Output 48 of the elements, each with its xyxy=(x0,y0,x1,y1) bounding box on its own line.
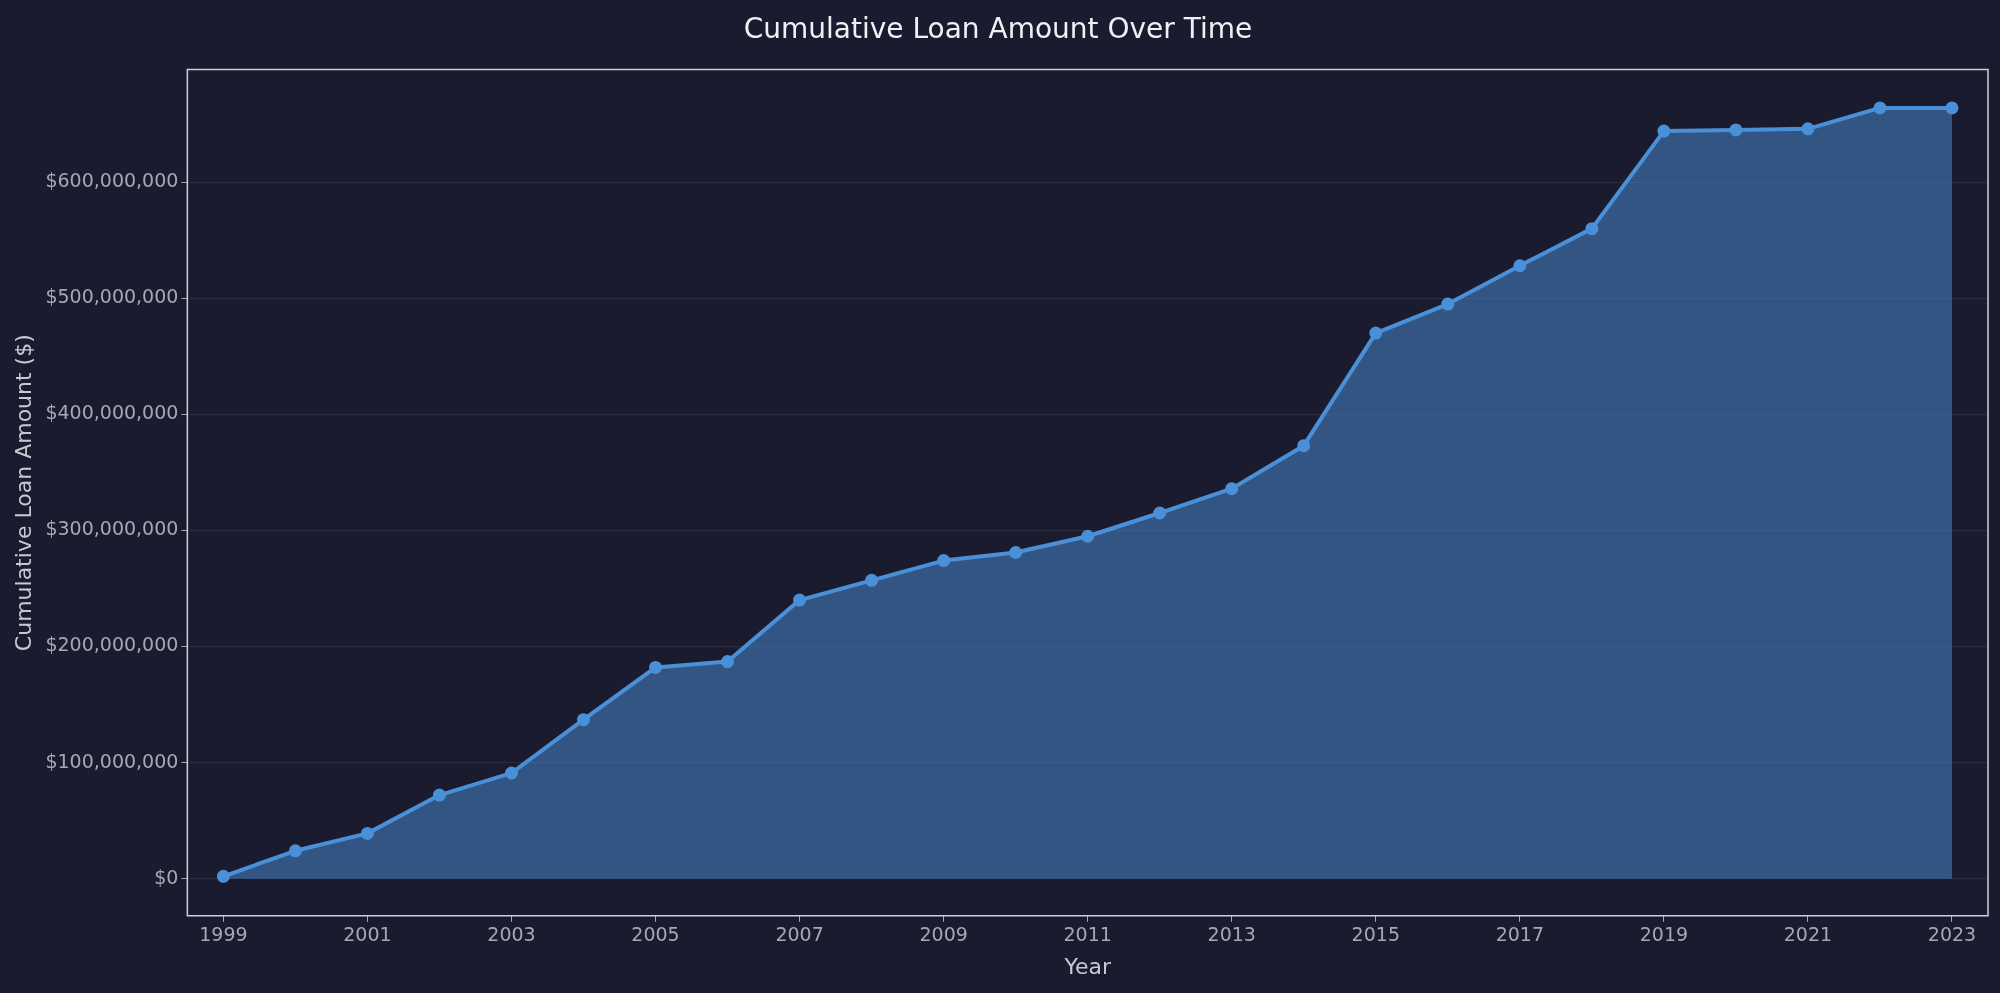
y-tick-label: $300,000,000 xyxy=(45,517,179,540)
x-axis-title: Year xyxy=(1063,953,1112,979)
y-tick-label: $500,000,000 xyxy=(45,285,179,308)
x-tick-label: 1999 xyxy=(199,923,248,946)
point xyxy=(1153,506,1167,520)
point xyxy=(216,869,230,883)
point xyxy=(1945,101,1959,115)
x-tick-label: 2009 xyxy=(919,923,968,946)
point xyxy=(1441,297,1455,311)
point xyxy=(937,554,951,568)
x-tick-label: 2003 xyxy=(487,923,536,946)
y-tick-label: $100,000,000 xyxy=(45,749,179,772)
point xyxy=(577,713,590,727)
point xyxy=(1585,222,1599,236)
chart-title: Cumulative Loan Amount Over Time xyxy=(743,12,1253,46)
point xyxy=(288,844,302,858)
x-tick-label: 2005 xyxy=(631,923,680,946)
point xyxy=(1009,545,1023,559)
point xyxy=(865,573,879,587)
x-tick-label: 2021 xyxy=(1783,923,1833,946)
point xyxy=(1369,326,1383,340)
y-tick-label: $200,000,000 xyxy=(45,633,179,656)
y-tick-label: $0 xyxy=(154,865,179,888)
x-tick-label: 2007 xyxy=(775,923,824,946)
point xyxy=(1657,124,1671,138)
x-tick-label: 2001 xyxy=(343,923,392,946)
point xyxy=(360,826,374,840)
x-tick-label: 2019 xyxy=(1639,923,1689,946)
y-tick-label: $600,000,000 xyxy=(45,169,179,192)
x-tick-label: 2013 xyxy=(1207,923,1256,946)
point xyxy=(1513,259,1527,273)
point xyxy=(432,788,446,802)
y-tick-label: $400,000,000 xyxy=(45,401,179,424)
x-tick-label: 2017 xyxy=(1495,923,1545,946)
point xyxy=(721,655,735,669)
point xyxy=(504,766,518,780)
x-tick-label: 2011 xyxy=(1063,923,1112,946)
point xyxy=(1873,101,1887,115)
y-axis-title: Cumulative Loan Amount ($) xyxy=(10,334,36,652)
point xyxy=(793,593,807,607)
point xyxy=(649,660,663,674)
point xyxy=(1297,439,1311,453)
point xyxy=(1729,123,1743,137)
x-tick-label: 2023 xyxy=(1927,923,1977,946)
x-tick-label: 2015 xyxy=(1351,923,1400,946)
point xyxy=(1081,529,1095,543)
point xyxy=(1225,482,1239,496)
point xyxy=(1801,122,1815,136)
